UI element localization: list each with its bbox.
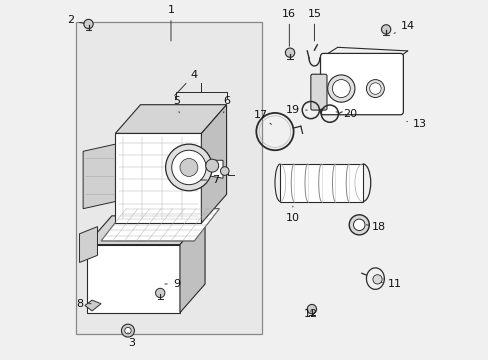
Bar bbox=[76, 22, 262, 334]
Polygon shape bbox=[115, 134, 201, 223]
Text: 7: 7 bbox=[200, 175, 219, 185]
Text: 12: 12 bbox=[303, 310, 317, 319]
Text: 6: 6 bbox=[223, 96, 229, 113]
Text: 19: 19 bbox=[285, 105, 306, 115]
Circle shape bbox=[220, 167, 228, 175]
Text: 15: 15 bbox=[307, 9, 321, 41]
Circle shape bbox=[205, 159, 218, 172]
Polygon shape bbox=[280, 164, 362, 202]
Circle shape bbox=[381, 25, 390, 34]
Text: 1: 1 bbox=[167, 5, 174, 41]
Text: 10: 10 bbox=[285, 206, 299, 222]
Circle shape bbox=[372, 275, 382, 284]
Text: 2: 2 bbox=[67, 15, 84, 26]
Circle shape bbox=[180, 158, 198, 176]
Polygon shape bbox=[115, 105, 226, 134]
Circle shape bbox=[124, 327, 131, 334]
Circle shape bbox=[366, 80, 384, 98]
Text: 5: 5 bbox=[173, 96, 180, 113]
FancyBboxPatch shape bbox=[310, 74, 326, 110]
Text: 20: 20 bbox=[335, 109, 357, 119]
Text: 3: 3 bbox=[128, 332, 135, 348]
FancyBboxPatch shape bbox=[320, 53, 403, 115]
Polygon shape bbox=[180, 216, 204, 313]
Circle shape bbox=[332, 80, 349, 98]
Circle shape bbox=[121, 324, 134, 337]
Circle shape bbox=[306, 305, 316, 314]
Circle shape bbox=[83, 19, 93, 29]
Circle shape bbox=[165, 144, 212, 191]
Text: 13: 13 bbox=[406, 120, 426, 129]
Text: 14: 14 bbox=[393, 21, 414, 33]
Text: 11: 11 bbox=[380, 279, 401, 289]
Polygon shape bbox=[101, 209, 219, 241]
Text: 4: 4 bbox=[174, 69, 198, 95]
Text: 9: 9 bbox=[164, 279, 180, 289]
Circle shape bbox=[285, 48, 294, 57]
Circle shape bbox=[171, 150, 206, 185]
Circle shape bbox=[348, 215, 368, 235]
Polygon shape bbox=[83, 144, 115, 209]
Polygon shape bbox=[85, 300, 101, 311]
Polygon shape bbox=[201, 160, 223, 178]
Text: 17: 17 bbox=[253, 111, 271, 125]
Polygon shape bbox=[201, 105, 226, 223]
Circle shape bbox=[369, 83, 380, 94]
Text: 8: 8 bbox=[76, 299, 91, 309]
Polygon shape bbox=[86, 244, 180, 313]
Circle shape bbox=[327, 75, 354, 102]
Circle shape bbox=[155, 288, 164, 298]
Text: 18: 18 bbox=[366, 222, 385, 231]
Polygon shape bbox=[80, 226, 97, 262]
Text: 16: 16 bbox=[282, 9, 296, 46]
Polygon shape bbox=[86, 216, 204, 244]
Circle shape bbox=[353, 219, 364, 230]
